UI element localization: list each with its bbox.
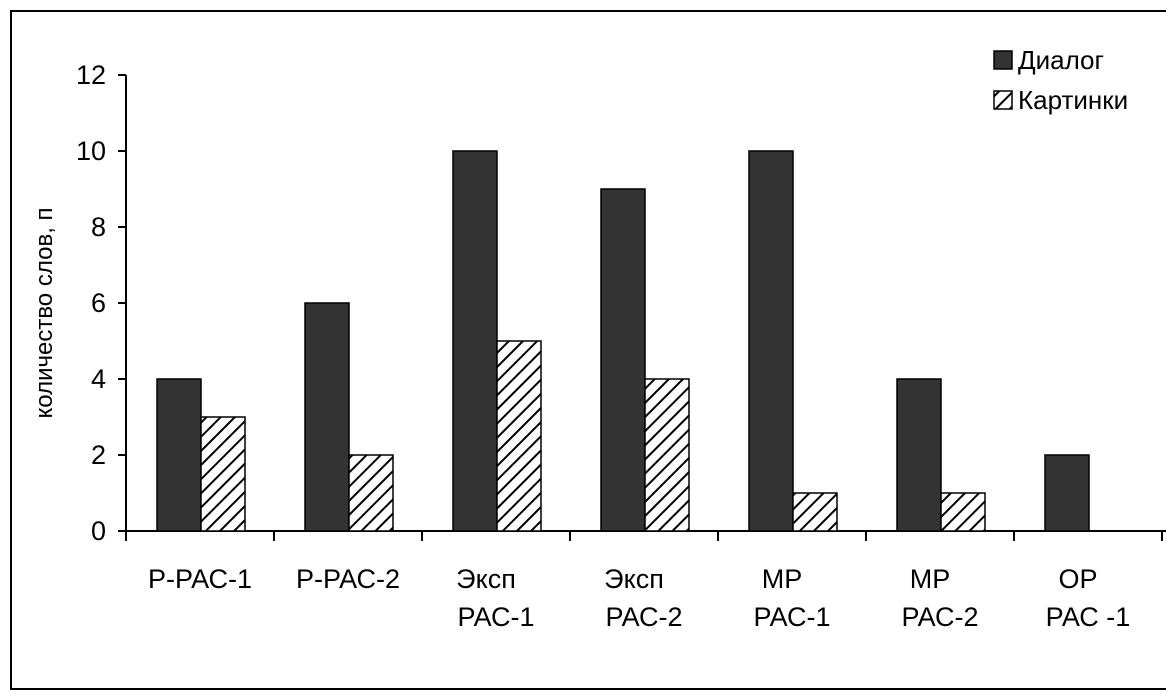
bar-pictures-3 [496,340,542,532]
bar-dialog-6 [896,378,942,532]
bar-pictures-5 [792,492,838,532]
bar-dialog-5 [748,150,794,532]
chart-frame [10,10,1166,690]
bar-dialog-7 [1044,454,1090,532]
category-labels: Р-РАС-1 Р-РАС-2 Эксп РАС-1 Эксп РАС-2 МР РАС-1 М… [148,564,1130,632]
bars [156,150,1090,532]
x-category-label: ОР [1058,564,1097,594]
y-tick-label: 10 [76,136,106,166]
x-category-label: РАС-1 [457,602,534,632]
x-category-label: Эксп [604,564,664,594]
bar-pictures-6 [940,492,986,532]
bar-dialog-2 [304,302,350,532]
y-axis-label: количество слов, п [31,207,58,418]
legend-swatch-pictures [993,90,1013,110]
x-category-label: Р-РАС-1 [148,564,252,594]
bar-dialog-4 [600,188,646,532]
y-tick-label: 6 [91,288,106,318]
x-category-label: РАС-2 [901,602,978,632]
x-category-label: Р-РАС-2 [296,564,400,594]
x-category-label: МР [762,564,803,594]
legend-label-dialog: Диалог [1018,45,1104,75]
x-category-label: МР [910,564,951,594]
bar-pictures-4 [644,378,690,532]
y-tick-label: 8 [91,212,106,242]
x-category-label: РАС -1 [1046,602,1131,632]
y-tick-label: 2 [91,440,106,470]
bar-dialog-3 [452,150,498,532]
legend-label-pictures: Картинки [1018,85,1128,115]
legend: Диалог Картинки [993,45,1128,115]
x-category-label: Эксп [456,564,516,594]
legend-swatch-dialog [993,50,1013,70]
bar-pictures-1 [200,416,246,532]
x-category-label: РАС-1 [753,602,830,632]
y-tick-label: 12 [76,60,106,90]
bar-pictures-2 [348,454,394,532]
y-tick-label: 0 [91,516,106,546]
y-tick-label: 4 [91,364,106,394]
bar-dialog-1 [156,378,202,532]
x-category-label: РАС-2 [605,602,682,632]
